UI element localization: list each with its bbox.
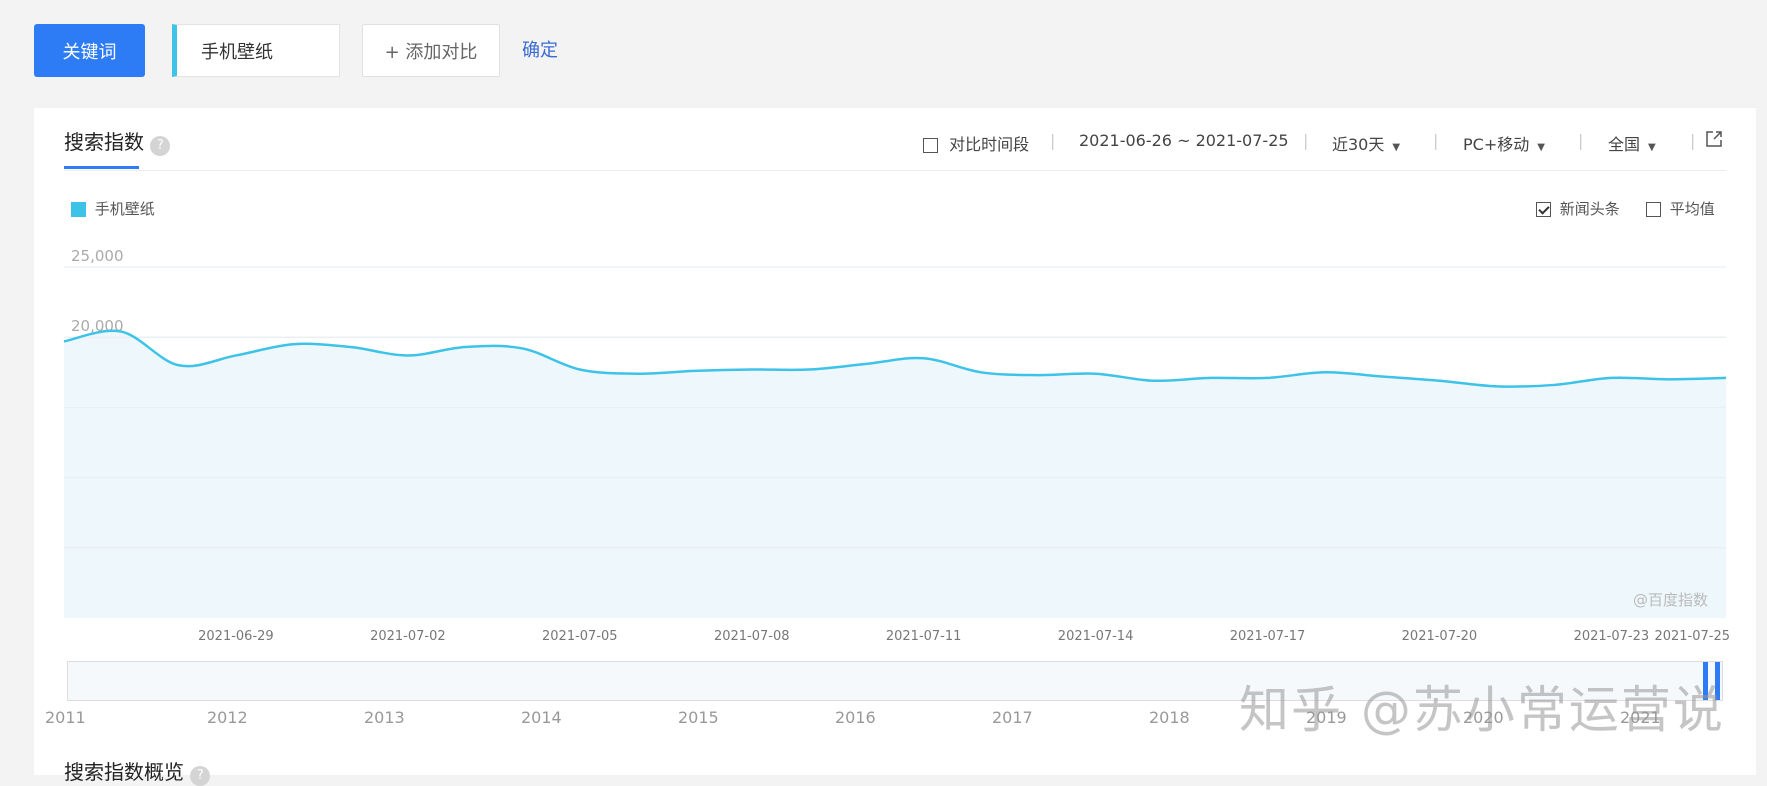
x-tick-label: 2021-07-11 (886, 629, 962, 644)
legend-item[interactable]: 手机壁纸 (71, 198, 155, 219)
series-line (63, 329, 1727, 388)
help-icon[interactable]: ? (190, 765, 211, 786)
share-icon[interactable] (1705, 130, 1723, 152)
average-toggle[interactable]: 平均值 (1646, 198, 1715, 219)
timeline-year-label: 2014 (521, 708, 562, 727)
timeline-brush[interactable] (67, 661, 1723, 701)
range-select[interactable]: 近30天 ▼ (1332, 131, 1400, 155)
legend-swatch (71, 202, 86, 217)
compare-period-toggle[interactable]: 对比时间段 (923, 131, 1029, 155)
separator: | (1050, 131, 1056, 150)
checkbox-icon[interactable] (1646, 202, 1661, 217)
keyword-button[interactable]: 关键词 (34, 24, 145, 77)
separator: | (1690, 131, 1696, 150)
timeline-year-label: 2021 (1620, 708, 1661, 727)
tab-search-index-label: 搜索指数 (64, 130, 144, 154)
caret-down-icon: ▼ (1537, 142, 1545, 153)
add-compare-button[interactable]: + 添加对比 (362, 24, 500, 77)
series-area (64, 330, 1726, 618)
timeline-year-label: 2017 (992, 708, 1033, 727)
news-toggle[interactable]: 新闻头条 (1536, 198, 1620, 219)
device-select[interactable]: PC+移动 ▼ (1463, 131, 1545, 155)
timeline-year-label: 2019 (1306, 708, 1347, 727)
date-range[interactable]: 2021-06-26 ~ 2021-07-25 (1079, 131, 1289, 150)
timeline-year-label: 2016 (835, 708, 876, 727)
overview-title: 搜索指数概览 ? (64, 756, 211, 786)
news-toggle-label: 新闻头条 (1559, 200, 1620, 218)
checkbox-icon[interactable] (923, 138, 938, 153)
tab-search-index[interactable]: 搜索指数 ? (64, 126, 171, 156)
region-select[interactable]: 全国 ▼ (1608, 131, 1656, 155)
x-tick-label: 2021-07-17 (1230, 629, 1306, 644)
overview-title-label: 搜索指数概览 (64, 760, 184, 784)
timeline-year-label: 2018 (1149, 708, 1190, 727)
x-tick-label: 2021-07-08 (714, 629, 790, 644)
brush-handle-right[interactable] (1715, 662, 1720, 700)
y-tick-label: 25,000 (71, 247, 124, 265)
x-tick-label: 2021-07-02 (370, 629, 446, 644)
device-select-label: PC+移动 (1463, 135, 1530, 154)
legend-label: 手机壁纸 (94, 200, 155, 218)
separator: | (1303, 131, 1309, 150)
timeline-year-label: 2011 (45, 708, 86, 727)
compare-period-label: 对比时间段 (949, 135, 1030, 154)
x-tick-label: 2021-07-14 (1058, 629, 1134, 644)
checkbox-checked-icon[interactable] (1536, 202, 1551, 217)
tab-underline (64, 166, 139, 169)
timeline-year-label: 2015 (678, 708, 719, 727)
confirm-link[interactable]: 确定 (522, 40, 558, 61)
timeline-year-label: 2013 (364, 708, 405, 727)
caret-down-icon: ▼ (1648, 142, 1656, 153)
x-tick-label: 2021-07-20 (1402, 629, 1478, 644)
average-toggle-label: 平均值 (1669, 200, 1715, 218)
watermark: 知乎 @苏小常运营说 (1239, 681, 1725, 739)
region-select-label: 全国 (1608, 135, 1641, 154)
keyword-input[interactable]: 手机壁纸 (172, 24, 340, 77)
help-icon[interactable]: ? (150, 135, 171, 156)
separator: | (1433, 131, 1439, 150)
divider (64, 170, 1726, 171)
x-tick-label: 2021-07-05 (542, 629, 618, 644)
x-tick-label: 2021-07-23 (1574, 629, 1650, 644)
x-tick-label: 2021-07-25 (1654, 629, 1730, 644)
timeline-year-axis: 2011 2012 2013 2014 2015 2016 2017 2018 2019 2020… (0, 708, 1767, 728)
timeline-year-label: 2012 (207, 708, 248, 727)
x-tick-label: 2021-06-29 (198, 629, 274, 644)
range-select-label: 近30天 (1332, 135, 1385, 154)
brush-handle-left[interactable] (1703, 662, 1708, 700)
separator: | (1578, 131, 1584, 150)
source-mark: @百度指数 (1633, 591, 1709, 609)
timeline-year-label: 2020 (1463, 708, 1504, 727)
caret-down-icon: ▼ (1392, 142, 1401, 153)
